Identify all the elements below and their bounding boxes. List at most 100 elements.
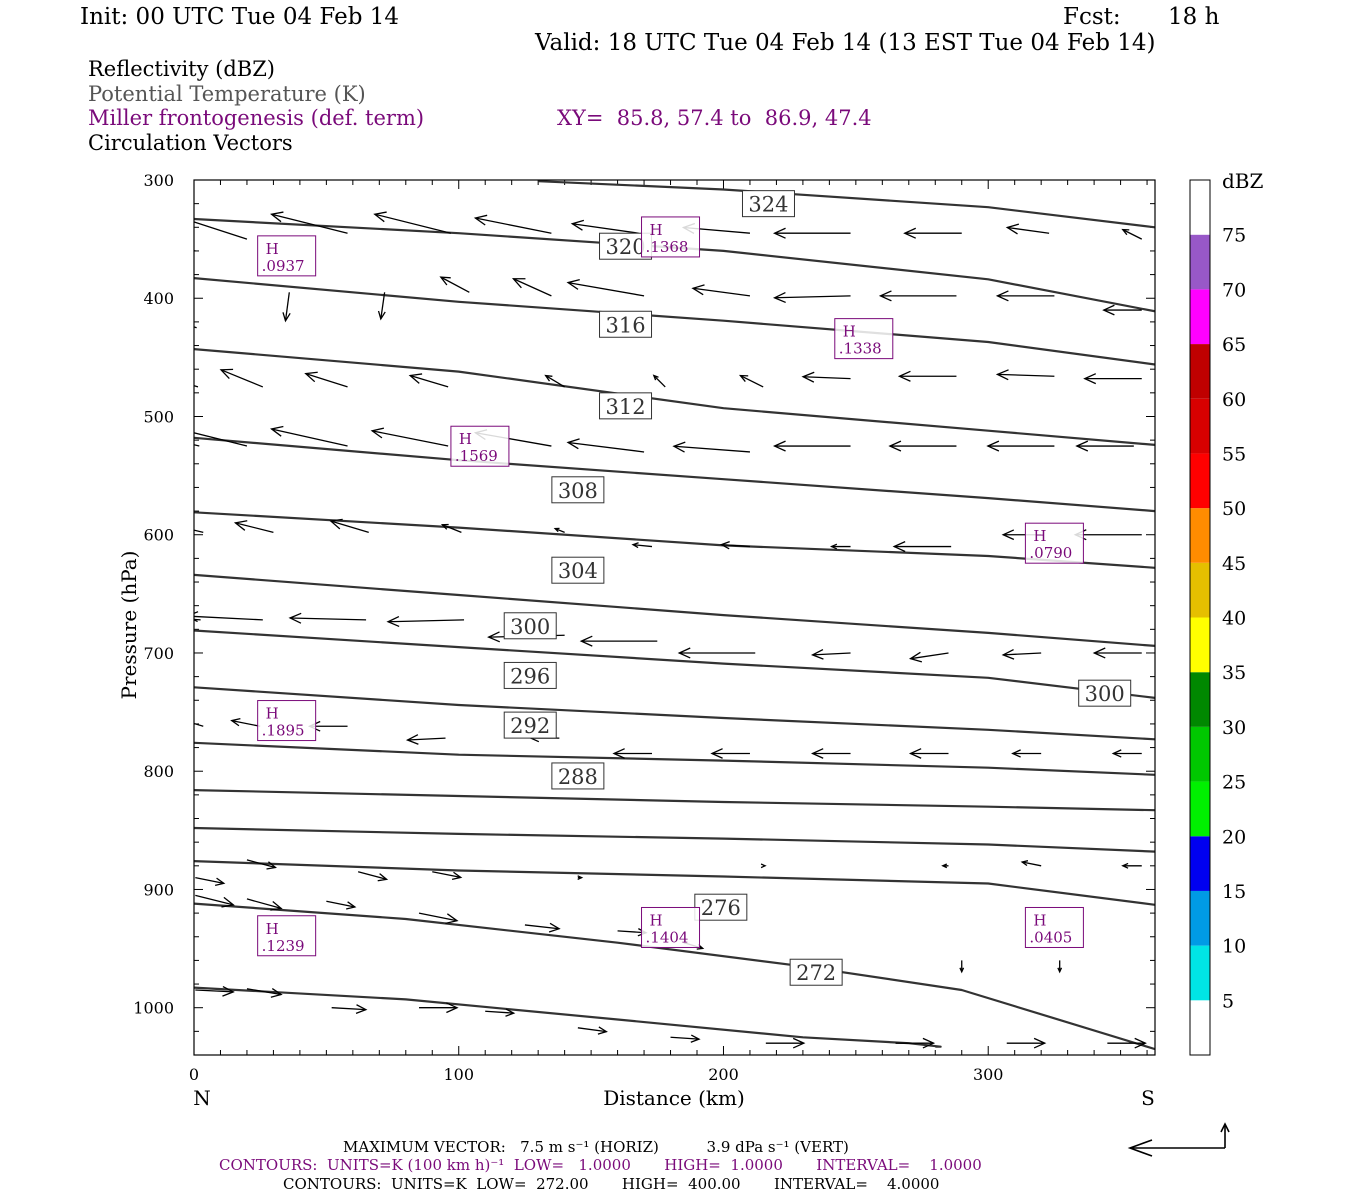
circulation-vector <box>895 1037 936 1049</box>
circulation-vector <box>1121 862 1142 869</box>
circulation-vector <box>829 543 851 550</box>
circulation-vector <box>1111 749 1142 758</box>
legend-miller-frontogenesis: Miller frontogenesis (def. term) <box>88 106 425 130</box>
vector-head <box>130 305 142 314</box>
vector-shaft <box>220 369 264 388</box>
circulation-vector <box>579 635 658 647</box>
colorbar-tick-label: 35 <box>1222 662 1246 684</box>
vector-shaft <box>554 527 565 533</box>
forecast-label: Fcst: <box>1063 4 1121 30</box>
vector-head <box>445 913 459 925</box>
contour-label-box <box>551 762 605 790</box>
vector-head <box>304 371 318 383</box>
vector-shaft <box>235 522 274 533</box>
theta-contour-info: CONTOURS: UNITS=K LOW= 272.00 HIGH= 400.… <box>283 1175 940 1193</box>
south-label: S <box>1141 1086 1155 1110</box>
vector-head <box>829 543 838 550</box>
vector-shaft <box>1122 229 1143 240</box>
vector-shaft <box>331 1007 366 1011</box>
high-value: .0790 <box>1029 544 1072 562</box>
vector-head <box>329 518 343 530</box>
vector-head <box>270 988 283 998</box>
circulation-vector <box>194 432 248 447</box>
high-box <box>1024 522 1084 564</box>
colorbar-unit: dBZ <box>1222 169 1264 193</box>
vector-head <box>145 368 157 377</box>
vector-head <box>386 615 400 628</box>
vector-shaft <box>475 217 552 234</box>
circulation-vector <box>246 898 283 911</box>
vector-head <box>377 873 389 882</box>
vector-head <box>553 527 560 533</box>
circulation-vector <box>145 368 199 388</box>
vector-shaft <box>372 430 449 447</box>
colorbar-tick-label: 20 <box>1222 826 1246 848</box>
circulation-vector <box>1057 960 1063 974</box>
y-tick-label: 400 <box>143 289 174 308</box>
vector-head <box>114 423 126 433</box>
contour-label: 324 <box>741 190 795 218</box>
vector-head <box>119 225 131 234</box>
vector-head <box>1083 373 1097 385</box>
circulation-vector <box>719 540 750 550</box>
colorbar-tick-label: 45 <box>1222 553 1246 575</box>
vector-shaft <box>721 544 750 548</box>
vector-head <box>171 213 183 222</box>
colorbar-segment <box>1190 234 1210 290</box>
contour-label: 312 <box>599 392 653 420</box>
vector-head <box>221 896 235 908</box>
theta-contour-line <box>538 180 1155 229</box>
contour-label: 300 <box>503 612 557 640</box>
high-value: .1368 <box>646 238 689 256</box>
circulation-vector <box>908 748 949 759</box>
vector-shaft <box>418 912 458 922</box>
high-box <box>834 318 894 360</box>
vector-shaft <box>774 295 851 299</box>
vector-head <box>282 312 291 323</box>
circulation-vector <box>941 863 949 869</box>
circulation-vector <box>631 542 653 549</box>
vector-head <box>719 540 730 550</box>
circulation-vector <box>270 425 348 447</box>
circulation-vector <box>329 518 369 533</box>
contour-label: 276 <box>694 893 748 921</box>
vector-head <box>892 541 906 553</box>
vector-head <box>1001 648 1015 660</box>
vector-head <box>505 1008 516 1017</box>
circulation-vector <box>194 722 204 727</box>
valid-time: Valid: 18 UTC Tue 04 Feb 14 (13 EST Tue … <box>535 30 1156 56</box>
circulation-vector <box>772 291 851 304</box>
vector-head <box>631 542 639 549</box>
circulation-vector <box>473 214 552 234</box>
frontogenesis-high: H.1404 <box>641 906 701 948</box>
circulation-vector <box>765 1037 806 1049</box>
y-tick-label: 900 <box>143 880 174 899</box>
circulation-vector <box>432 871 463 881</box>
circulation-vector <box>903 227 962 239</box>
circulation-vector <box>233 520 274 533</box>
vector-head <box>1092 647 1106 659</box>
vector-head <box>370 427 385 439</box>
vector-shaft <box>284 292 290 321</box>
colorbar-tick-label: 15 <box>1222 881 1246 903</box>
contour-label-text: 304 <box>558 559 598 583</box>
colorbar-segment <box>1190 344 1210 399</box>
circulation-vector <box>419 1002 459 1014</box>
vector-head <box>439 276 451 286</box>
vector-head <box>810 748 824 759</box>
vector-head <box>270 900 283 911</box>
colorbar-tick-label: 55 <box>1222 443 1246 465</box>
circulation-vector <box>195 876 226 886</box>
high-box <box>1024 906 1084 948</box>
vector-shaft <box>740 374 764 388</box>
contour-label: 296 <box>503 661 557 689</box>
vector-head <box>772 440 786 452</box>
vector-shaft <box>194 384 199 388</box>
frontogenesis-high: H.0790 <box>1024 522 1084 564</box>
vector-head <box>878 290 892 302</box>
high-letter: H <box>266 705 279 723</box>
contour-label-text: 276 <box>701 896 741 920</box>
vector-head <box>1057 967 1063 974</box>
circulation-vector <box>1075 440 1134 452</box>
